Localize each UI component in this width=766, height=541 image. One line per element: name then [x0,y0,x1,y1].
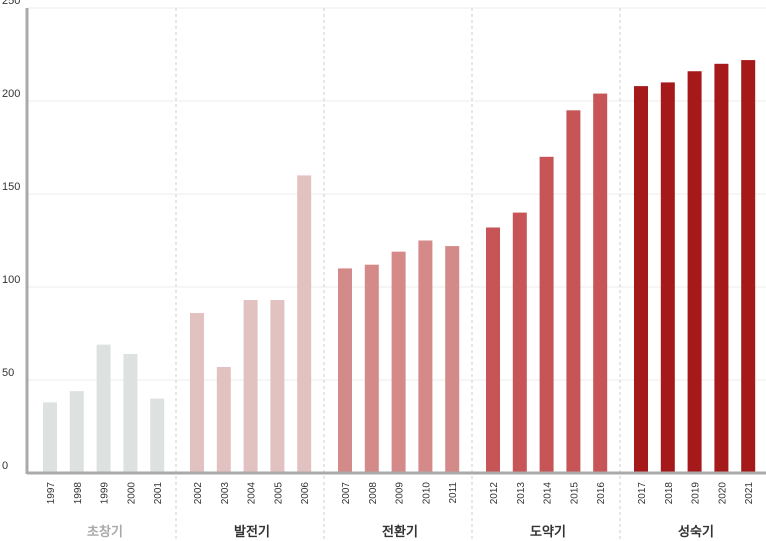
bar-2007 [338,268,352,473]
x-tick-label: 1997 [46,482,57,505]
x-tick-label: 2004 [247,482,258,505]
bar-2005 [270,300,285,473]
x-tick-label: 2018 [664,482,675,505]
x-tick-label: 2017 [637,482,648,505]
y-tick-label: 0 [2,460,8,472]
bar-1997 [43,402,57,473]
bar-2016 [593,93,608,473]
bar-2017 [634,86,648,474]
phase-label: 도약기 [530,524,566,540]
bar-2019 [687,71,702,474]
x-tick-label: 2014 [543,482,554,505]
bar-2008 [364,264,379,473]
bar-2012 [486,227,500,473]
y-tick-label: 100 [2,274,20,286]
bar-2018 [660,82,675,474]
bar-2001 [150,398,165,473]
phase-label: 성숙기 [678,525,714,540]
x-tick-label: 2005 [273,482,284,505]
x-tick-label: 2013 [516,482,527,505]
phase-label: 전환기 [382,524,418,540]
bar-2014 [539,156,554,474]
x-tick-labels: 1997 1998 1999 2000 2001 2002 2003 2004 2005 2006… [46,482,755,505]
x-tick-label: 2016 [596,482,607,505]
x-tick-label: 2009 [395,482,406,505]
x-tick-label: 2003 [220,482,231,505]
bar-2013 [512,212,527,473]
x-tick-label: 2011 [448,482,459,504]
x-tick-label: 2020 [717,482,728,505]
bars [43,60,756,474]
bar-2015 [566,110,581,474]
bar-2004 [243,300,258,473]
y-tick-label: 250 [2,0,20,7]
bar-2020 [714,63,729,474]
x-tick-label: 1998 [73,482,84,505]
bar-2021 [741,60,756,474]
bar-2011 [445,246,460,473]
phase-separators [175,8,621,541]
bar-1998 [69,391,84,473]
y-tick-label: 50 [2,367,14,379]
x-tick-label: 2019 [691,482,702,505]
x-tick-label: 2006 [300,482,311,505]
x-tick-label: 2007 [341,482,352,505]
bar-2003 [216,366,231,473]
x-tick-label: 2002 [193,482,204,505]
x-tick-label: 1999 [100,482,111,505]
bar-2010 [418,240,433,473]
x-tick-label: 2008 [368,482,379,505]
bar-1999 [96,344,111,473]
phase-label: 발전기 [234,524,270,540]
phase-label: 초창기 [87,524,123,540]
y-tick-label: 150 [2,181,20,193]
phase-labels: 초창기 발전기 전환기 도약기 성숙기 [87,524,714,540]
x-tick-label: 2021 [744,482,755,505]
bar-2002 [190,313,204,473]
y-tick-label: 200 [2,88,20,100]
bar-2006 [297,175,312,473]
x-tick-label: 2010 [421,482,432,505]
x-tick-label: 2015 [569,482,580,505]
x-tick-label: 2001 [153,482,164,505]
y-tick-labels: 0 50 100 150 200 250 [2,0,20,472]
x-tick-label: 2000 [126,482,137,505]
x-tick-label: 2012 [489,482,500,505]
bar-2009 [391,251,406,473]
bar-2000 [123,353,138,473]
